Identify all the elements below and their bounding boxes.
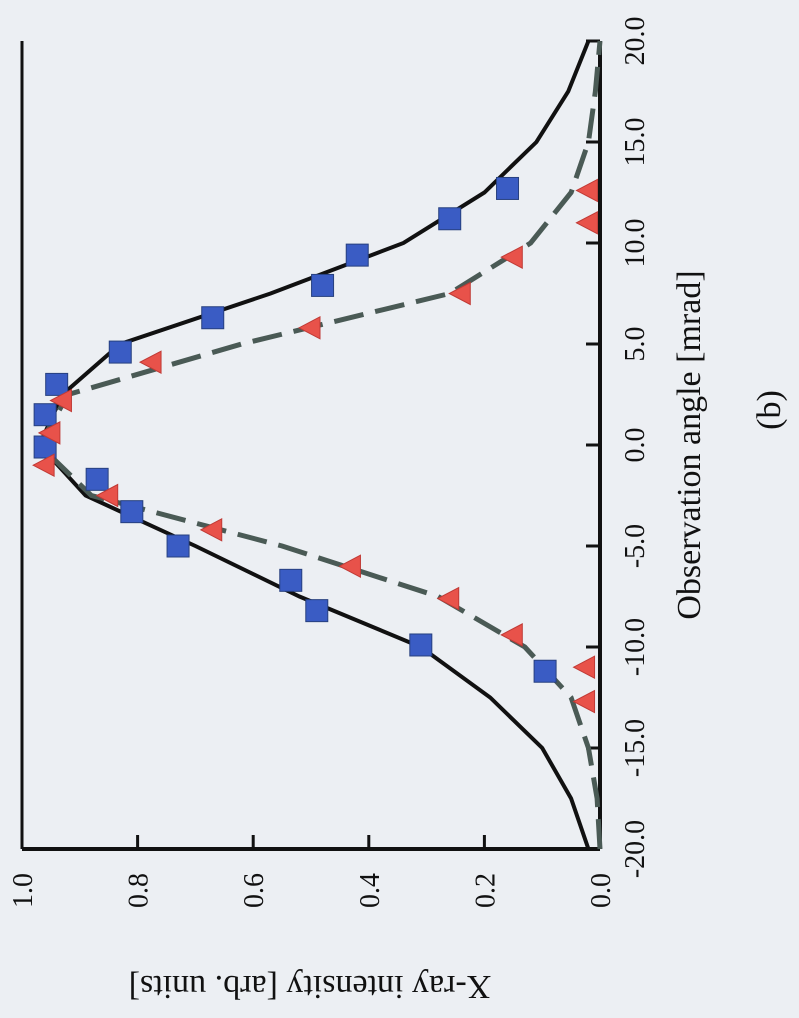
- y-tick-label: 0.6: [239, 873, 270, 908]
- square-marker: [166, 534, 190, 558]
- triangle-marker: [138, 350, 162, 375]
- triangle-marker: [95, 483, 119, 508]
- triangle-marker: [572, 655, 596, 680]
- triangle-marker: [500, 623, 523, 647]
- triangle-marker: [37, 421, 61, 445]
- square-marker: [201, 306, 225, 330]
- triangle-marker: [572, 689, 596, 714]
- square-marker: [33, 403, 57, 427]
- x-tick-label: 5.0: [620, 327, 651, 362]
- square-marker: [120, 500, 144, 524]
- x-tick-label: 20.0: [620, 17, 651, 66]
- x-tick-label: -5.0: [620, 524, 651, 568]
- triangle-marker: [500, 245, 523, 269]
- triangle-marker: [575, 178, 598, 203]
- triangle-marker: [32, 453, 55, 478]
- triangle-marker: [575, 210, 598, 235]
- square-marker: [345, 243, 369, 267]
- square-marker: [438, 207, 462, 231]
- x-tick-label: -20.0: [620, 820, 651, 878]
- y-tick-label: 1.0: [8, 873, 39, 908]
- y-tick-label: 0.4: [355, 873, 386, 908]
- square-marker: [279, 568, 303, 592]
- square-marker: [311, 273, 335, 297]
- triangle-marker: [199, 518, 223, 542]
- x-tick-label: 10.0: [620, 219, 651, 268]
- triangle-marker: [448, 281, 471, 306]
- y-tick-label: 0.2: [470, 873, 501, 908]
- square-marker: [305, 599, 329, 623]
- square-marker: [496, 176, 520, 200]
- x-tick-label: 15.0: [620, 118, 651, 167]
- x-tick-label: -15.0: [620, 719, 651, 777]
- triangle-marker: [436, 586, 460, 611]
- square-marker: [108, 340, 132, 364]
- triangle-marker: [297, 316, 321, 340]
- square-marker: [45, 372, 69, 396]
- x-tick-label: -10.0: [620, 618, 651, 676]
- panel-label: (b): [751, 390, 788, 430]
- y-tick-label: 0.8: [124, 873, 155, 908]
- x-axis-title: Observation angle [mrad]: [671, 270, 708, 619]
- y-tick-label: 0.0: [586, 873, 617, 908]
- square-marker: [85, 467, 109, 491]
- y-axis-title: X-ray intensity [arb. units]: [129, 968, 492, 1005]
- x-tick-label: 0.0: [620, 428, 651, 463]
- rotated-plot: Observation angle [mrad] (b) X-ray inten…: [8, 17, 788, 1006]
- square-marker: [409, 633, 433, 657]
- square-marker: [533, 659, 557, 683]
- triangle-marker: [49, 388, 72, 413]
- triangle-marker: [338, 554, 361, 579]
